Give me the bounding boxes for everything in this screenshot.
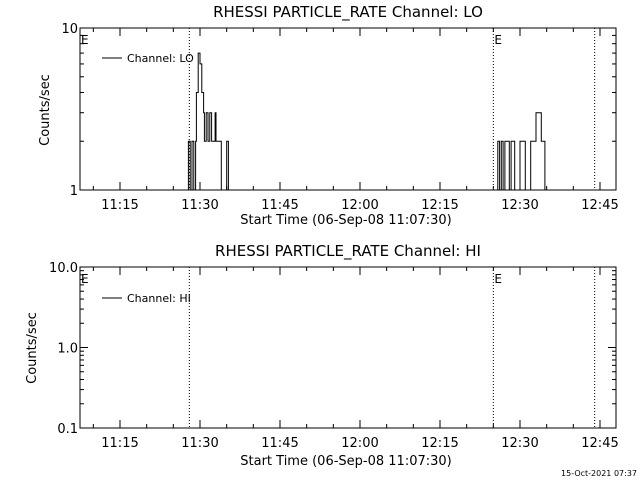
hi-legend-label: Channel: HI	[127, 292, 191, 305]
lo-event-marker-start: E	[81, 33, 89, 47]
lo-chart-title: RHESSI PARTICLE_RATE Channel: LO	[213, 3, 483, 22]
hi-legend: Channel: HI	[102, 292, 191, 305]
hi-x-tick-label: 12:00	[341, 436, 378, 451]
hi-y-tick-label: 10.0	[49, 261, 78, 276]
hi-x-axis-label: Start Time (06-Sep-08 11:07:30)	[240, 454, 451, 469]
lo-series-line	[186, 52, 547, 191]
hi-x-tick-label: 12:45	[581, 436, 618, 451]
lo-x-tick-label: 11:15	[101, 198, 138, 213]
hi-y-tick-label: 0.1	[57, 422, 78, 437]
lo-x-ticks: 11:15 11:30 11:45 12:00 12:15 12:30 12:45	[92, 28, 619, 213]
lo-event-marker: E	[494, 33, 502, 47]
lo-y-tick-label: 1	[70, 184, 78, 199]
lo-x-tick-label: 12:45	[581, 198, 618, 213]
hi-x-tick-label: 11:45	[261, 436, 298, 451]
lo-legend-label: Channel: LO	[127, 52, 194, 65]
lo-x-tick-label: 11:30	[181, 198, 218, 213]
hi-chart-title: RHESSI PARTICLE_RATE Channel: HI	[215, 242, 481, 261]
lo-panel: RHESSI PARTICLE_RATE Channel: LO 11:15 11…	[38, 3, 619, 228]
hi-y-axis-label: Counts/sec	[25, 312, 40, 384]
lo-x-tick-label: 12:30	[501, 198, 538, 213]
lo-x-tick-label: 12:00	[341, 198, 378, 213]
lo-x-tick-label: 12:15	[421, 198, 458, 213]
hi-x-tick-label: 11:15	[101, 436, 138, 451]
lo-x-tick-label: 11:45	[261, 198, 298, 213]
lo-x-axis-label: Start Time (06-Sep-08 11:07:30)	[240, 213, 451, 228]
timestamp-footer: 15-Oct-2021 07:37	[561, 469, 637, 478]
hi-event-marker: E	[494, 272, 502, 286]
hi-x-tick-label: 12:30	[501, 436, 538, 451]
lo-y-tick-label: 10	[61, 22, 78, 37]
lo-legend: Channel: LO	[102, 52, 194, 65]
lo-y-ticks: 1 10	[61, 22, 616, 199]
hi-y-tick-label: 1.0	[57, 342, 78, 357]
hi-y-ticks: 0.1 1.0 10.0	[49, 261, 616, 437]
hi-event-marker-start: E	[81, 272, 89, 286]
hi-x-tick-label: 12:15	[421, 436, 458, 451]
lo-y-axis-label: Counts/sec	[38, 74, 53, 146]
hi-x-ticks: 11:15 11:30 11:45 12:00 12:15 12:30 12:45	[92, 267, 619, 451]
hi-panel: RHESSI PARTICLE_RATE Channel: HI 11:15 11…	[25, 242, 619, 469]
hi-x-tick-label: 11:30	[181, 436, 218, 451]
